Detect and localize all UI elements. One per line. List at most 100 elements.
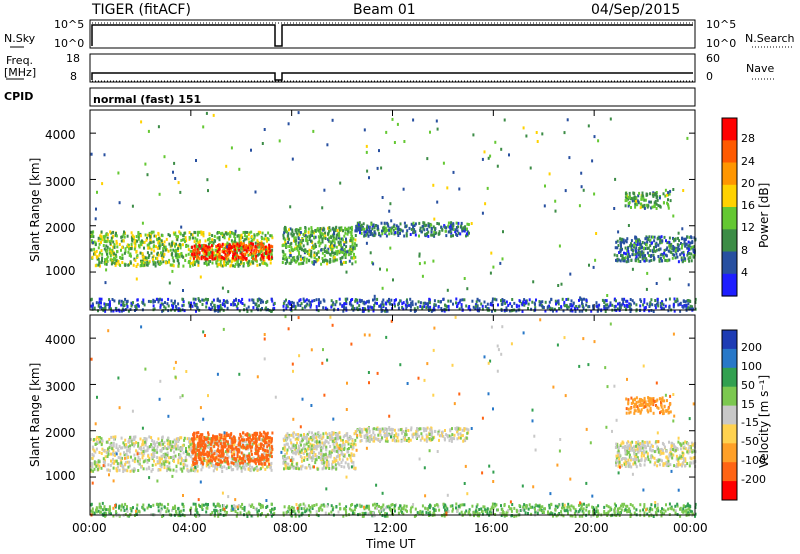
power-cell: [152, 240, 155, 244]
velocity-cell: [209, 455, 212, 459]
power-cell: [631, 253, 634, 257]
velocity-cell: [203, 439, 205, 443]
power-cell: [317, 235, 320, 239]
velocity-cell: [294, 444, 297, 448]
power-cell: [177, 253, 180, 257]
power-cell: [677, 303, 680, 307]
power-cell: [494, 140, 497, 144]
velocity-cell: [284, 466, 287, 470]
velocity-cell: [294, 450, 297, 454]
velocity-cell: [169, 440, 172, 444]
velocity-cell: [243, 465, 246, 469]
velocity-cell: [93, 438, 95, 441]
power-cell: [339, 228, 342, 232]
velocity-cell: [260, 442, 263, 446]
power-cell: [689, 307, 692, 311]
power-cell: [570, 307, 573, 311]
velocity-cell: [179, 456, 181, 460]
power-cell: [180, 225, 183, 229]
velocity-cell: [231, 447, 234, 451]
velocity-cell: [118, 462, 121, 466]
power-cell: [508, 153, 510, 157]
power-cell: [207, 242, 210, 246]
power-cell: [216, 298, 219, 301]
velocity-cell: [343, 454, 346, 458]
velocity-cell: [214, 459, 217, 462]
power-cell: [237, 302, 240, 306]
power-cell: [164, 306, 167, 310]
power-cell: [294, 307, 297, 311]
velocity-cell: [145, 467, 148, 471]
power-cell: [616, 239, 619, 243]
velocity-cell: [270, 440, 273, 444]
power-cell: [605, 299, 608, 303]
power-cell: [646, 247, 649, 250]
velocity-cell: [342, 435, 345, 439]
power-cell: [92, 230, 95, 234]
power-cell: [221, 245, 223, 248]
power-cell: [447, 299, 450, 303]
power-cell: [358, 223, 360, 227]
power-cell: [218, 309, 221, 313]
power-cell: [309, 305, 312, 309]
beam-title: Beam 01: [353, 2, 416, 18]
velocity-cell: [109, 463, 112, 467]
power-cell: [100, 260, 103, 264]
power-cell: [249, 262, 252, 266]
power-cell: [259, 230, 262, 234]
velocity-cell: [228, 435, 231, 439]
velocity-cell: [266, 445, 269, 449]
power-cell: [394, 304, 396, 308]
power-cell: [224, 249, 226, 253]
power-cell: [194, 231, 197, 235]
power-cell: [103, 247, 106, 251]
power-cell: [207, 262, 210, 266]
power-cell: [402, 301, 405, 305]
power-cell: [651, 241, 653, 245]
power-cell: [267, 248, 270, 252]
velocity-cell: [262, 435, 265, 439]
power-cell: [314, 229, 317, 232]
velocity-cell: [223, 456, 225, 460]
velocity-cell: [145, 437, 148, 441]
power-cell: [93, 252, 95, 256]
power-cell: [656, 301, 659, 305]
power-cell: [158, 239, 161, 243]
power-cell: [372, 309, 375, 313]
power-cell: [220, 258, 223, 261]
power-cell: [689, 241, 692, 245]
power-cell: [164, 261, 167, 265]
velocity-cell: [196, 431, 198, 435]
power-cell: [117, 171, 120, 175]
power-cell: [164, 245, 167, 249]
power-cell: [208, 253, 211, 256]
velocity-cell: [233, 453, 236, 457]
power-cell: [233, 252, 236, 256]
power-cell: [256, 243, 259, 247]
power-cell: [156, 246, 159, 250]
power-cell: [169, 248, 172, 252]
power-cell: [267, 238, 270, 242]
power-cell: [619, 259, 622, 263]
power-cell: [588, 263, 590, 267]
velocity-cell: [258, 447, 260, 450]
velocity-cell: [171, 455, 174, 459]
velocity-cell: [125, 443, 127, 447]
power-cell: [393, 299, 396, 302]
velocity-cell: [211, 439, 214, 443]
power-cell: [197, 241, 200, 245]
power-cell: [565, 298, 568, 301]
velocity-cell: [254, 467, 257, 471]
velocity-cell: [168, 461, 171, 465]
power-cell: [250, 309, 253, 313]
power-cell: [293, 256, 296, 259]
power-cell: [433, 217, 436, 221]
power-cell: [158, 263, 161, 266]
power-cell: [510, 304, 513, 308]
velocity-cell: [212, 469, 215, 473]
power-cell: [427, 222, 430, 226]
power-cell: [648, 309, 651, 313]
power-cell: [282, 254, 285, 258]
velocity-cell: [255, 458, 258, 461]
power-cell: [350, 225, 353, 229]
